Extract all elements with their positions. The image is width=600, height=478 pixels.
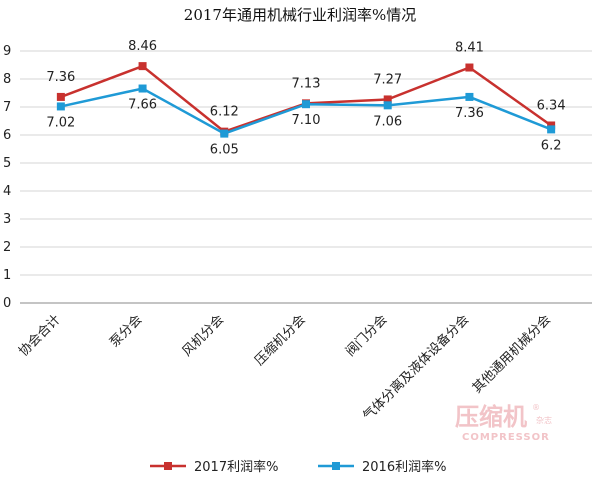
- series-1-point: [465, 63, 474, 72]
- watermark-brand-en: COMPRESSOR: [462, 432, 550, 443]
- watermark-brand-cn: 压缩机: [455, 403, 527, 431]
- series-1-data-label: 8.41: [455, 41, 484, 56]
- series-2-data-label: 7.10: [292, 113, 321, 128]
- series-2-data-label: 7.02: [46, 115, 75, 130]
- series-2-data-label: 6.05: [210, 143, 239, 158]
- x-tick-label: 泵分会: [107, 312, 145, 350]
- series-1-data-label: 7.36: [46, 70, 75, 85]
- y-tick-label: 8: [3, 72, 11, 87]
- y-tick-label: 2: [3, 240, 11, 255]
- gridlines: [20, 50, 592, 304]
- y-tick-label: 0: [3, 296, 11, 311]
- legend-label-1: 2017利润率%: [194, 459, 278, 475]
- y-tick-label: 9: [3, 44, 11, 59]
- x-tick-label: 协会合计: [16, 312, 63, 359]
- series-2-point: [547, 125, 556, 134]
- legend-marker-2: [332, 462, 340, 470]
- series-2-point: [465, 92, 474, 101]
- series-1-data-label: 7.13: [292, 76, 321, 91]
- y-tick-label: 4: [3, 184, 11, 199]
- x-tick-label: 压缩机分会: [252, 312, 309, 369]
- series-1-data-label: 6.12: [210, 105, 239, 120]
- series-1-data-label: 6.34: [537, 98, 566, 113]
- series-1-point: [383, 95, 392, 104]
- y-tick-label: 6: [3, 128, 11, 143]
- series-layer: [56, 62, 556, 138]
- watermark-brand-side: 杂志: [536, 415, 552, 425]
- x-tick-label: 阀门分会: [343, 312, 390, 359]
- legend-label-2: 2016利润率%: [362, 459, 446, 475]
- series-1-point: [138, 62, 147, 71]
- compressor-watermark-logo: 压缩机 ® 杂志 COMPRESSOR: [455, 403, 552, 443]
- series-2-data-label: 7.06: [373, 114, 402, 129]
- x-tick-label: 其他通用机械分会: [470, 312, 554, 396]
- series-2-point: [138, 84, 147, 93]
- data-labels: 7.36 8.46 6.12 7.13 7.27 8.41 6.34 7.02 7.66 6.05…: [46, 39, 565, 157]
- series-1-data-label: 8.46: [128, 39, 157, 54]
- y-tick-label: 1: [3, 268, 11, 283]
- y-tick-label: 7: [3, 100, 11, 115]
- series-2-point: [56, 102, 65, 111]
- series-1-point: [56, 92, 65, 101]
- y-axis: 0 1 2 3 4 5 6 7 8 9: [3, 44, 11, 311]
- series-2-data-label: 7.36: [455, 106, 484, 121]
- series-2-data-label: 6.2: [541, 138, 562, 153]
- series-2-point: [383, 101, 392, 110]
- legend-marker-1: [164, 462, 172, 470]
- series-2-point: [302, 100, 310, 109]
- series-2-point: [220, 129, 229, 138]
- chart-title: 2017年通用机械行业利润率%情况: [184, 6, 416, 24]
- series-1-data-label: 7.27: [373, 72, 402, 87]
- x-tick-label: 风机分会: [180, 312, 227, 359]
- y-tick-label: 3: [3, 212, 11, 227]
- watermark-mark: ®: [532, 403, 540, 412]
- legend: 2017利润率% 2016利润率%: [150, 459, 446, 475]
- series-2-data-label: 7.66: [128, 98, 157, 113]
- y-tick-label: 5: [3, 156, 11, 171]
